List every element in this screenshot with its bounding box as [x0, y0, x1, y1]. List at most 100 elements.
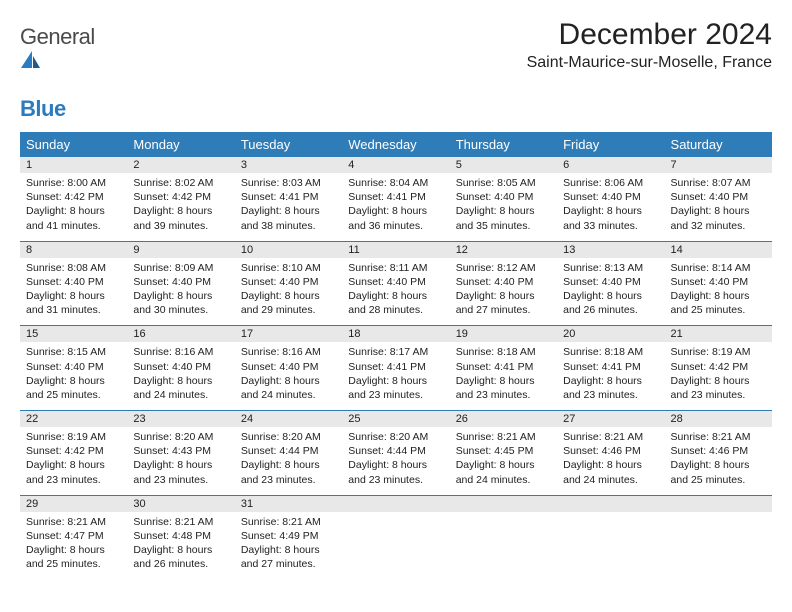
day-body: Sunrise: 8:00 AMSunset: 4:42 PMDaylight:… — [20, 173, 127, 241]
day-number: 20 — [557, 326, 664, 342]
day-body: Sunrise: 8:15 AMSunset: 4:40 PMDaylight:… — [20, 342, 127, 410]
weekday-header: Saturday — [665, 132, 772, 157]
day-number: 14 — [665, 242, 772, 258]
day-body: Sunrise: 8:19 AMSunset: 4:42 PMDaylight:… — [665, 342, 772, 410]
brand-word-1: General — [20, 24, 95, 49]
calendar-week-row: 29Sunrise: 8:21 AMSunset: 4:47 PMDayligh… — [20, 495, 772, 579]
calendar-day-cell: 22Sunrise: 8:19 AMSunset: 4:42 PMDayligh… — [20, 411, 127, 496]
calendar-day-cell: 27Sunrise: 8:21 AMSunset: 4:46 PMDayligh… — [557, 411, 664, 496]
day-number: 17 — [235, 326, 342, 342]
calendar-table: SundayMondayTuesdayWednesdayThursdayFrid… — [20, 132, 772, 579]
day-body: Sunrise: 8:21 AMSunset: 4:49 PMDaylight:… — [235, 512, 342, 580]
calendar-day-cell: 11Sunrise: 8:11 AMSunset: 4:40 PMDayligh… — [342, 241, 449, 326]
day-number: 8 — [20, 242, 127, 258]
day-body: Sunrise: 8:05 AMSunset: 4:40 PMDaylight:… — [450, 173, 557, 241]
header-row: GeneralBlue December 2024 Saint-Maurice-… — [20, 18, 772, 122]
title-block: December 2024 Saint-Maurice-sur-Moselle,… — [527, 18, 772, 72]
day-number: 19 — [450, 326, 557, 342]
calendar-day-cell: 2Sunrise: 8:02 AMSunset: 4:42 PMDaylight… — [127, 157, 234, 241]
day-body: Sunrise: 8:16 AMSunset: 4:40 PMDaylight:… — [127, 342, 234, 410]
calendar-day-cell: 3Sunrise: 8:03 AMSunset: 4:41 PMDaylight… — [235, 157, 342, 241]
weekday-header: Wednesday — [342, 132, 449, 157]
day-body: Sunrise: 8:19 AMSunset: 4:42 PMDaylight:… — [20, 427, 127, 495]
calendar-day-cell — [665, 495, 772, 579]
weekday-header: Tuesday — [235, 132, 342, 157]
day-body: Sunrise: 8:16 AMSunset: 4:40 PMDaylight:… — [235, 342, 342, 410]
day-number — [557, 496, 664, 512]
day-number: 18 — [342, 326, 449, 342]
calendar-week-row: 1Sunrise: 8:00 AMSunset: 4:42 PMDaylight… — [20, 157, 772, 241]
day-body: Sunrise: 8:17 AMSunset: 4:41 PMDaylight:… — [342, 342, 449, 410]
calendar-day-cell: 28Sunrise: 8:21 AMSunset: 4:46 PMDayligh… — [665, 411, 772, 496]
brand-logo: GeneralBlue — [20, 18, 95, 122]
day-body: Sunrise: 8:18 AMSunset: 4:41 PMDaylight:… — [450, 342, 557, 410]
calendar-day-cell: 29Sunrise: 8:21 AMSunset: 4:47 PMDayligh… — [20, 495, 127, 579]
calendar-day-cell: 20Sunrise: 8:18 AMSunset: 4:41 PMDayligh… — [557, 326, 664, 411]
day-number: 1 — [20, 157, 127, 173]
weekday-header: Sunday — [20, 132, 127, 157]
day-number: 9 — [127, 242, 234, 258]
day-body: Sunrise: 8:06 AMSunset: 4:40 PMDaylight:… — [557, 173, 664, 241]
day-body — [342, 512, 449, 562]
calendar-day-cell: 21Sunrise: 8:19 AMSunset: 4:42 PMDayligh… — [665, 326, 772, 411]
day-number: 24 — [235, 411, 342, 427]
day-body: Sunrise: 8:10 AMSunset: 4:40 PMDaylight:… — [235, 258, 342, 326]
day-body: Sunrise: 8:21 AMSunset: 4:46 PMDaylight:… — [557, 427, 664, 495]
location-label: Saint-Maurice-sur-Moselle, France — [527, 54, 772, 72]
day-number: 28 — [665, 411, 772, 427]
calendar-page: GeneralBlue December 2024 Saint-Maurice-… — [0, 0, 792, 579]
day-body: Sunrise: 8:11 AMSunset: 4:40 PMDaylight:… — [342, 258, 449, 326]
calendar-day-cell: 13Sunrise: 8:13 AMSunset: 4:40 PMDayligh… — [557, 241, 664, 326]
day-body: Sunrise: 8:07 AMSunset: 4:40 PMDaylight:… — [665, 173, 772, 241]
calendar-day-cell — [450, 495, 557, 579]
calendar-day-cell: 19Sunrise: 8:18 AMSunset: 4:41 PMDayligh… — [450, 326, 557, 411]
day-body: Sunrise: 8:13 AMSunset: 4:40 PMDaylight:… — [557, 258, 664, 326]
day-number: 26 — [450, 411, 557, 427]
calendar-day-cell: 15Sunrise: 8:15 AMSunset: 4:40 PMDayligh… — [20, 326, 127, 411]
day-body: Sunrise: 8:09 AMSunset: 4:40 PMDaylight:… — [127, 258, 234, 326]
weekday-header: Thursday — [450, 132, 557, 157]
day-body: Sunrise: 8:20 AMSunset: 4:44 PMDaylight:… — [342, 427, 449, 495]
calendar-week-row: 8Sunrise: 8:08 AMSunset: 4:40 PMDaylight… — [20, 241, 772, 326]
day-number: 30 — [127, 496, 234, 512]
weekday-header-row: SundayMondayTuesdayWednesdayThursdayFrid… — [20, 132, 772, 157]
calendar-day-cell: 4Sunrise: 8:04 AMSunset: 4:41 PMDaylight… — [342, 157, 449, 241]
day-number: 15 — [20, 326, 127, 342]
day-body: Sunrise: 8:20 AMSunset: 4:44 PMDaylight:… — [235, 427, 342, 495]
day-number: 22 — [20, 411, 127, 427]
calendar-day-cell: 6Sunrise: 8:06 AMSunset: 4:40 PMDaylight… — [557, 157, 664, 241]
day-body: Sunrise: 8:04 AMSunset: 4:41 PMDaylight:… — [342, 173, 449, 241]
calendar-day-cell: 17Sunrise: 8:16 AMSunset: 4:40 PMDayligh… — [235, 326, 342, 411]
calendar-day-cell — [557, 495, 664, 579]
day-number: 29 — [20, 496, 127, 512]
day-body: Sunrise: 8:02 AMSunset: 4:42 PMDaylight:… — [127, 173, 234, 241]
calendar-day-cell: 1Sunrise: 8:00 AMSunset: 4:42 PMDaylight… — [20, 157, 127, 241]
calendar-day-cell: 18Sunrise: 8:17 AMSunset: 4:41 PMDayligh… — [342, 326, 449, 411]
calendar-body: 1Sunrise: 8:00 AMSunset: 4:42 PMDaylight… — [20, 157, 772, 579]
calendar-day-cell: 16Sunrise: 8:16 AMSunset: 4:40 PMDayligh… — [127, 326, 234, 411]
day-number: 11 — [342, 242, 449, 258]
calendar-day-cell: 24Sunrise: 8:20 AMSunset: 4:44 PMDayligh… — [235, 411, 342, 496]
calendar-day-cell: 14Sunrise: 8:14 AMSunset: 4:40 PMDayligh… — [665, 241, 772, 326]
day-body: Sunrise: 8:18 AMSunset: 4:41 PMDaylight:… — [557, 342, 664, 410]
day-number — [342, 496, 449, 512]
calendar-day-cell: 23Sunrise: 8:20 AMSunset: 4:43 PMDayligh… — [127, 411, 234, 496]
day-body — [665, 512, 772, 562]
brand-text: GeneralBlue — [20, 24, 95, 122]
day-number: 3 — [235, 157, 342, 173]
day-number: 2 — [127, 157, 234, 173]
day-number: 12 — [450, 242, 557, 258]
calendar-day-cell: 25Sunrise: 8:20 AMSunset: 4:44 PMDayligh… — [342, 411, 449, 496]
day-number: 27 — [557, 411, 664, 427]
calendar-day-cell: 12Sunrise: 8:12 AMSunset: 4:40 PMDayligh… — [450, 241, 557, 326]
day-number: 21 — [665, 326, 772, 342]
day-number: 13 — [557, 242, 664, 258]
month-title: December 2024 — [527, 18, 772, 52]
calendar-day-cell: 31Sunrise: 8:21 AMSunset: 4:49 PMDayligh… — [235, 495, 342, 579]
calendar-week-row: 22Sunrise: 8:19 AMSunset: 4:42 PMDayligh… — [20, 411, 772, 496]
calendar-week-row: 15Sunrise: 8:15 AMSunset: 4:40 PMDayligh… — [20, 326, 772, 411]
calendar-day-cell: 10Sunrise: 8:10 AMSunset: 4:40 PMDayligh… — [235, 241, 342, 326]
day-number — [450, 496, 557, 512]
weekday-header: Monday — [127, 132, 234, 157]
day-number: 16 — [127, 326, 234, 342]
